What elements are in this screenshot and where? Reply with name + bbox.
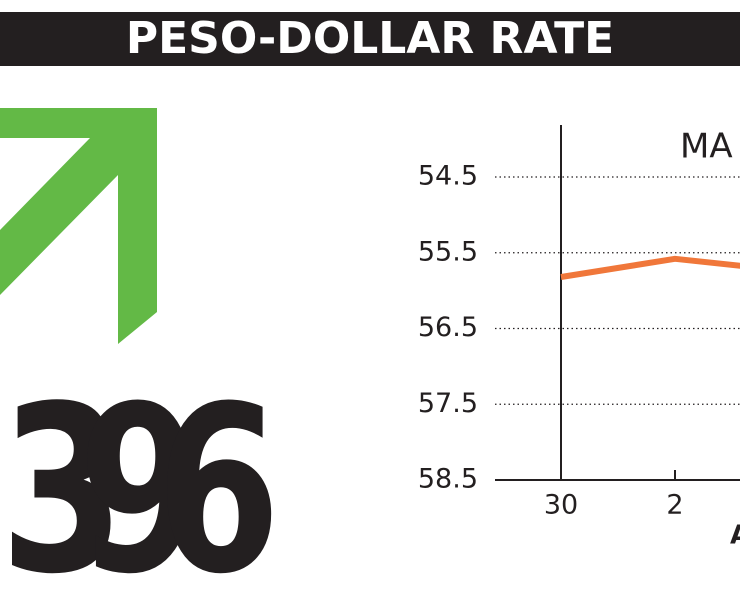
x-tick-label: 30 bbox=[544, 490, 578, 521]
x-tick-label: 2 bbox=[666, 490, 683, 521]
title-bar bbox=[0, 12, 740, 66]
annotation: MA bbox=[680, 127, 733, 167]
arrow-icon bbox=[0, 108, 157, 344]
y-tick-label: 54.5 bbox=[418, 161, 478, 192]
y-tick-label: 57.5 bbox=[418, 388, 478, 419]
y-tick-label: 55.5 bbox=[418, 236, 478, 267]
y-tick-label: 58.5 bbox=[418, 464, 478, 495]
big-number: 396 bbox=[0, 357, 281, 612]
x-axis-label: A bbox=[730, 521, 740, 551]
line-series bbox=[560, 255, 740, 280]
y-tick-label: 56.5 bbox=[418, 312, 478, 343]
chart-title: PESO-DOLLAR RATE bbox=[126, 13, 614, 64]
